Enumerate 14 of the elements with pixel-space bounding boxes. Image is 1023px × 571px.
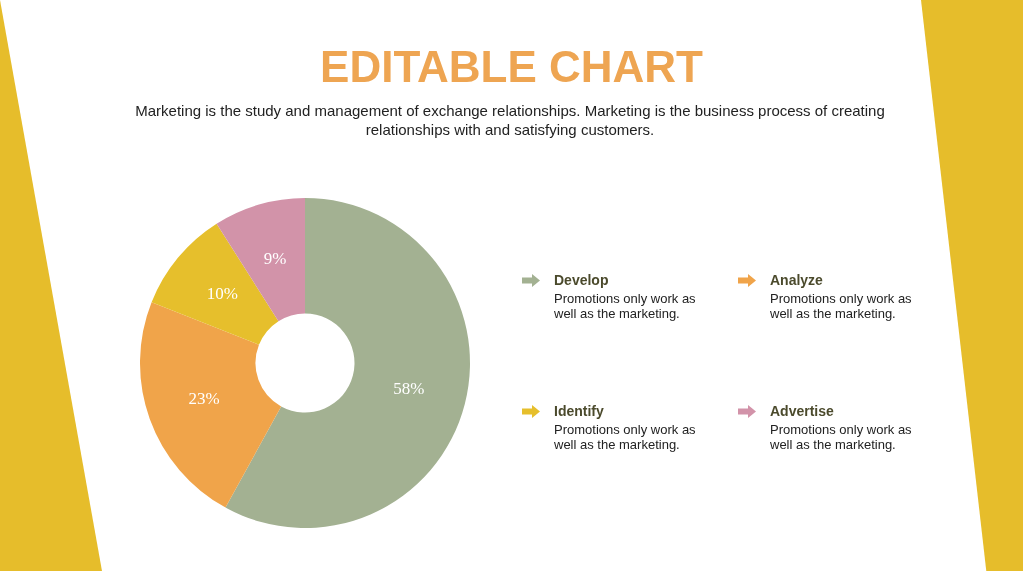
text: Promotions only work as well as the marketing. (554, 291, 697, 321)
data-label: 23% (188, 388, 220, 408)
data-label: 58% (393, 379, 425, 399)
chart-subtitle: Marketing is the study and management of exchange relationships. Marketing is the business process of creating relationships with and satisfying customers. (134, 101, 886, 139)
legend-label: Advertise (770, 403, 835, 419)
text: Promotions only work as well as the marketing. (770, 291, 913, 321)
legend-label: Develop (554, 272, 610, 288)
legend-label: Identify (554, 403, 605, 419)
data-label: 9% (263, 249, 287, 269)
data-label: 10% (206, 284, 238, 304)
chart-title: EDITABLE CHART (319, 42, 704, 92)
text: Promotions only work as well as the marketing. (554, 422, 697, 452)
text: Promotions only work as well as the marketing. (770, 422, 913, 452)
legend-label: Analyze (770, 272, 824, 288)
